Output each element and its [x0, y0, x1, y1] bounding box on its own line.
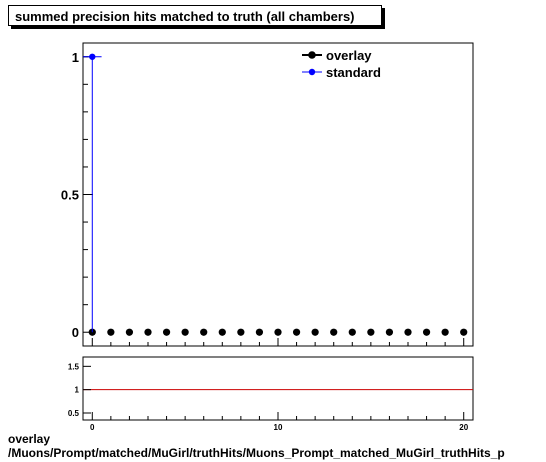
- overlay-point: [292, 328, 301, 336]
- main-y-axis: 00.51: [61, 50, 93, 340]
- overlay-point: [218, 328, 226, 336]
- footer-line-1: overlay: [8, 432, 51, 446]
- main-plot-frame: [82, 42, 474, 347]
- main-ytick-label: 0: [72, 325, 79, 340]
- ratio-ytick-label: 0.5: [68, 409, 80, 418]
- ratio-xtick-label: 10: [274, 423, 283, 432]
- main-ytick-label: 0.5: [61, 188, 79, 203]
- ratio-x-axis: 0 10 20: [90, 412, 469, 432]
- legend-standard-marker: [308, 68, 316, 76]
- overlay-point: [200, 328, 208, 336]
- ratio-plot-frame: [82, 356, 474, 421]
- main-data-marks: [83, 53, 468, 336]
- overlay-point: [144, 328, 152, 336]
- overlay-point: [404, 328, 412, 336]
- legend-overlay-label: overlay: [326, 48, 372, 63]
- overlay-point: [107, 328, 115, 336]
- legend-standard-label: standard: [326, 65, 381, 80]
- chart-title-box: summed precision hits matched to truth (…: [8, 5, 382, 26]
- overlay-point: [255, 328, 264, 336]
- overlay-point: [125, 328, 134, 336]
- overlay-point: [367, 328, 375, 336]
- ratio-ytick-label: 1.5: [68, 362, 80, 371]
- main-x-axis: [91, 338, 465, 346]
- footer-caption: overlay /Muons/Prompt/matched/MuGirl/tru…: [8, 432, 505, 460]
- overlay-point: [460, 328, 468, 336]
- ratio-xtick-label: 0: [90, 423, 95, 432]
- overlay-point: [181, 328, 189, 336]
- footer-line-2: /Muons/Prompt/matched/MuGirl/truthHits/M…: [8, 446, 505, 460]
- legend: overlay standard: [302, 48, 381, 80]
- overlay-point: [348, 328, 356, 336]
- ratio-xtick-label: 20: [459, 423, 468, 432]
- main-ytick-label: 1: [72, 50, 79, 65]
- chart-title: summed precision hits matched to truth (…: [15, 9, 355, 24]
- legend-overlay-marker: [308, 51, 316, 59]
- overlay-point: [330, 328, 338, 336]
- overlay-point: [441, 328, 449, 336]
- overlay-point: [422, 328, 431, 336]
- overlay-point: [311, 328, 319, 336]
- overlay-point: [162, 328, 171, 336]
- overlay-point: [237, 328, 245, 336]
- overlay-point: [385, 328, 394, 336]
- ratio-y-axis: 0.5 1 1.5: [68, 362, 91, 418]
- ratio-ytick-label: 1: [75, 386, 80, 395]
- overlay-point: [274, 328, 282, 336]
